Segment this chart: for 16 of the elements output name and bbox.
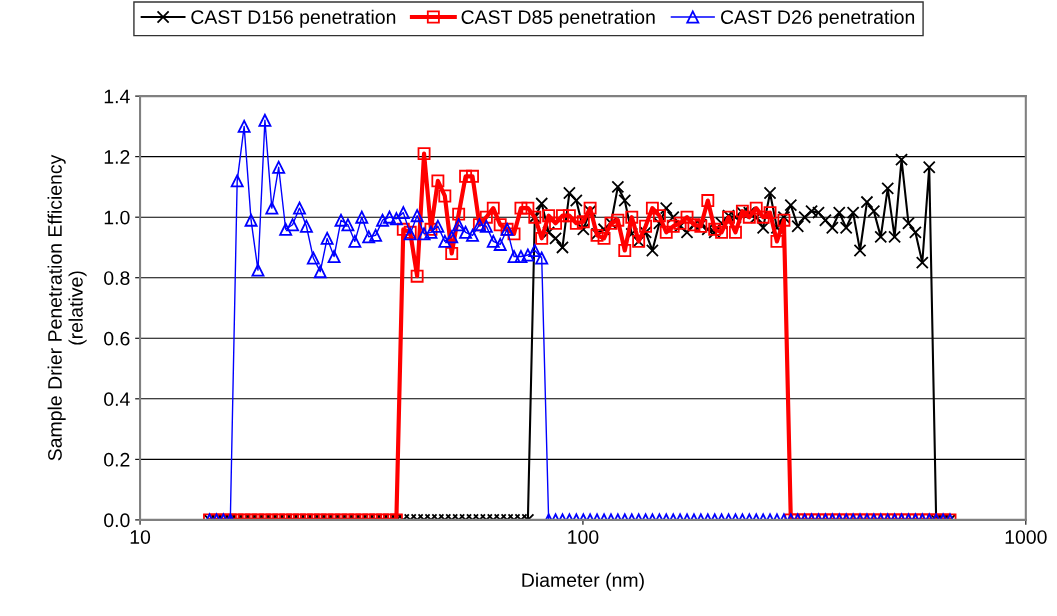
legend-label: CAST D26 penetration [721,9,915,28]
y-tick-label: 0.6 [104,331,130,346]
x-tick-label: 1000 [1005,530,1047,544]
legend-label: CAST D85 penetration [461,9,655,28]
y-axis-title: Sample Drier Penetration Efficiency (relative) [47,154,87,461]
y-tick-label: 0.4 [104,392,130,407]
y-tick-label: 1.4 [104,89,130,104]
y-tick-label: 1.0 [104,210,130,225]
x-axis-title: Diameter (nm) [522,572,644,591]
y-tick-label: 0.8 [104,271,130,285]
y-tick-label: 1.2 [104,150,130,164]
y-tick-label: 0.0 [104,513,130,528]
x-tick-label: 100 [568,530,599,544]
legend-label: CAST D156 penetration [191,9,396,28]
y-tick-label: 0.2 [104,452,130,467]
x-tick-label: 10 [130,530,151,544]
